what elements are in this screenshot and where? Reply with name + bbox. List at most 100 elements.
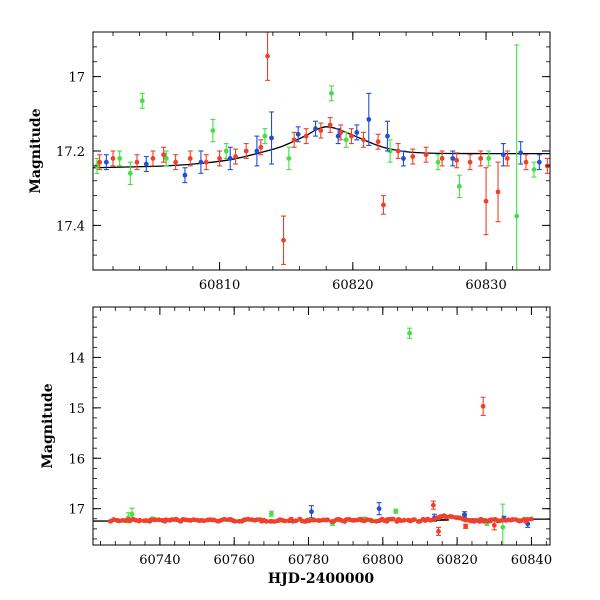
top-red-point xyxy=(233,148,239,165)
top-x-tick-label: 60830 xyxy=(465,278,506,293)
top-red-point xyxy=(217,150,223,167)
bottom-red-band-point xyxy=(324,517,330,523)
bottom-x-tick-label: 60760 xyxy=(214,553,255,568)
bottom-red-point xyxy=(480,396,486,416)
bottom-x-tick-label: 60800 xyxy=(362,553,403,568)
bottom-red-band-point xyxy=(111,517,117,522)
top-red-point xyxy=(467,154,473,171)
top-green-point xyxy=(127,161,133,186)
bottom-axis-ticks: 60740 60760 60780 60800 60820 60840 14 15 16 17 xyxy=(68,306,552,568)
top-green-point xyxy=(456,174,462,199)
top-red-point xyxy=(423,146,429,163)
top-green-point xyxy=(486,150,492,167)
top-red-point xyxy=(258,139,264,156)
top-blue-point xyxy=(313,120,319,137)
top-blue-point xyxy=(384,120,390,152)
top-blue-point xyxy=(295,126,301,143)
top-green-point xyxy=(163,150,169,167)
top-blue-point xyxy=(450,150,456,167)
top-red-point xyxy=(318,122,324,139)
top-red-point xyxy=(173,154,179,171)
top-y-tick-label: 17.2 xyxy=(56,145,85,160)
top-red-point xyxy=(454,152,460,169)
top-red-point xyxy=(281,215,287,265)
bottom-red-band-point xyxy=(245,516,251,522)
top-red-point xyxy=(243,143,249,159)
top-red-point xyxy=(110,150,116,167)
top-green-point xyxy=(328,85,334,102)
top-red-point xyxy=(303,128,309,145)
top-blue-point xyxy=(366,92,372,146)
bottom-red-band-point xyxy=(449,514,455,520)
top-y-axis-label: Magnitude xyxy=(28,108,44,193)
top-blue-point xyxy=(500,143,506,167)
top-blue-point xyxy=(536,154,542,171)
top-y-tick-label: 17.4 xyxy=(56,219,85,234)
top-red-point xyxy=(478,150,484,167)
bottom-blue-point xyxy=(376,502,382,516)
top-blue-point xyxy=(143,156,149,173)
top-green-point xyxy=(223,143,229,159)
bottom-x-tick-label: 60820 xyxy=(436,553,477,568)
bottom-y-tick-label: 16 xyxy=(68,452,85,467)
top-red-point xyxy=(338,124,344,141)
bottom-red-band-point xyxy=(156,517,162,523)
top-blue-point xyxy=(227,146,233,171)
bottom-green-point xyxy=(407,327,413,339)
top-blue-point xyxy=(354,124,360,141)
top-red-point xyxy=(360,131,366,148)
bottom-green-point xyxy=(268,510,274,517)
bottom-green-point xyxy=(500,503,506,545)
bottom-red-band-point xyxy=(417,518,423,524)
top-red-point xyxy=(439,150,445,167)
top-blue-point xyxy=(400,150,406,167)
top-red-point xyxy=(348,128,354,145)
bottom-x-tick-label: 60740 xyxy=(139,553,180,568)
top-blue-point xyxy=(518,141,524,165)
top-green-point xyxy=(435,154,441,171)
top-red-point xyxy=(495,161,501,223)
top-blue-point xyxy=(198,150,204,174)
top-red-point xyxy=(395,143,401,159)
top-green-point xyxy=(531,161,537,178)
top-points-layer xyxy=(94,32,550,270)
top-blue-point xyxy=(269,111,275,165)
top-red-point xyxy=(483,167,489,236)
bottom-red-point xyxy=(430,500,436,510)
top-red-point xyxy=(265,32,271,81)
top-red-point xyxy=(203,154,209,171)
bottom-red-band-point xyxy=(137,517,143,523)
bottom-red-band-point xyxy=(390,516,396,522)
top-x-tick-label: 60810 xyxy=(199,278,240,293)
bottom-plot-frame xyxy=(92,306,551,546)
top-green-point xyxy=(286,146,292,171)
bottom-blue-point xyxy=(308,505,314,519)
bottom-y-axis-label: Magnitude xyxy=(40,383,56,468)
bottom-points-layer xyxy=(107,327,534,545)
bottom-red-band-point xyxy=(401,517,407,523)
top-red-point xyxy=(97,154,103,171)
top-green-point xyxy=(343,131,349,148)
top-red-point xyxy=(504,150,510,167)
top-blue-point xyxy=(103,154,109,171)
bottom-y-tick-label: 17 xyxy=(68,503,85,518)
top-red-point xyxy=(134,154,140,171)
top-x-tick-label: 60820 xyxy=(332,278,373,293)
top-green-point xyxy=(117,150,123,167)
bottom-panel: 60740 60760 60780 60800 60820 60840 14 15 16 17 M… xyxy=(40,306,552,587)
bottom-y-tick-label: 14 xyxy=(68,351,85,366)
bottom-x-tick-label: 60780 xyxy=(288,553,329,568)
top-green-point xyxy=(139,92,145,109)
bottom-red-band-point xyxy=(369,518,375,524)
top-green-point xyxy=(514,44,520,270)
top-blue-point xyxy=(254,135,260,167)
top-red-point xyxy=(380,195,386,215)
bottom-red-point xyxy=(491,520,497,531)
bottom-red-band-point xyxy=(211,517,217,523)
bottom-red-point xyxy=(436,526,442,536)
top-panel: 60810 60820 60830 17 17.2 17.4 Magnitude xyxy=(28,31,551,293)
bottom-red-band-point xyxy=(528,516,534,522)
top-green-point xyxy=(262,128,268,145)
bottom-x-tick-label: 60840 xyxy=(511,553,552,568)
top-red-point xyxy=(150,150,156,167)
